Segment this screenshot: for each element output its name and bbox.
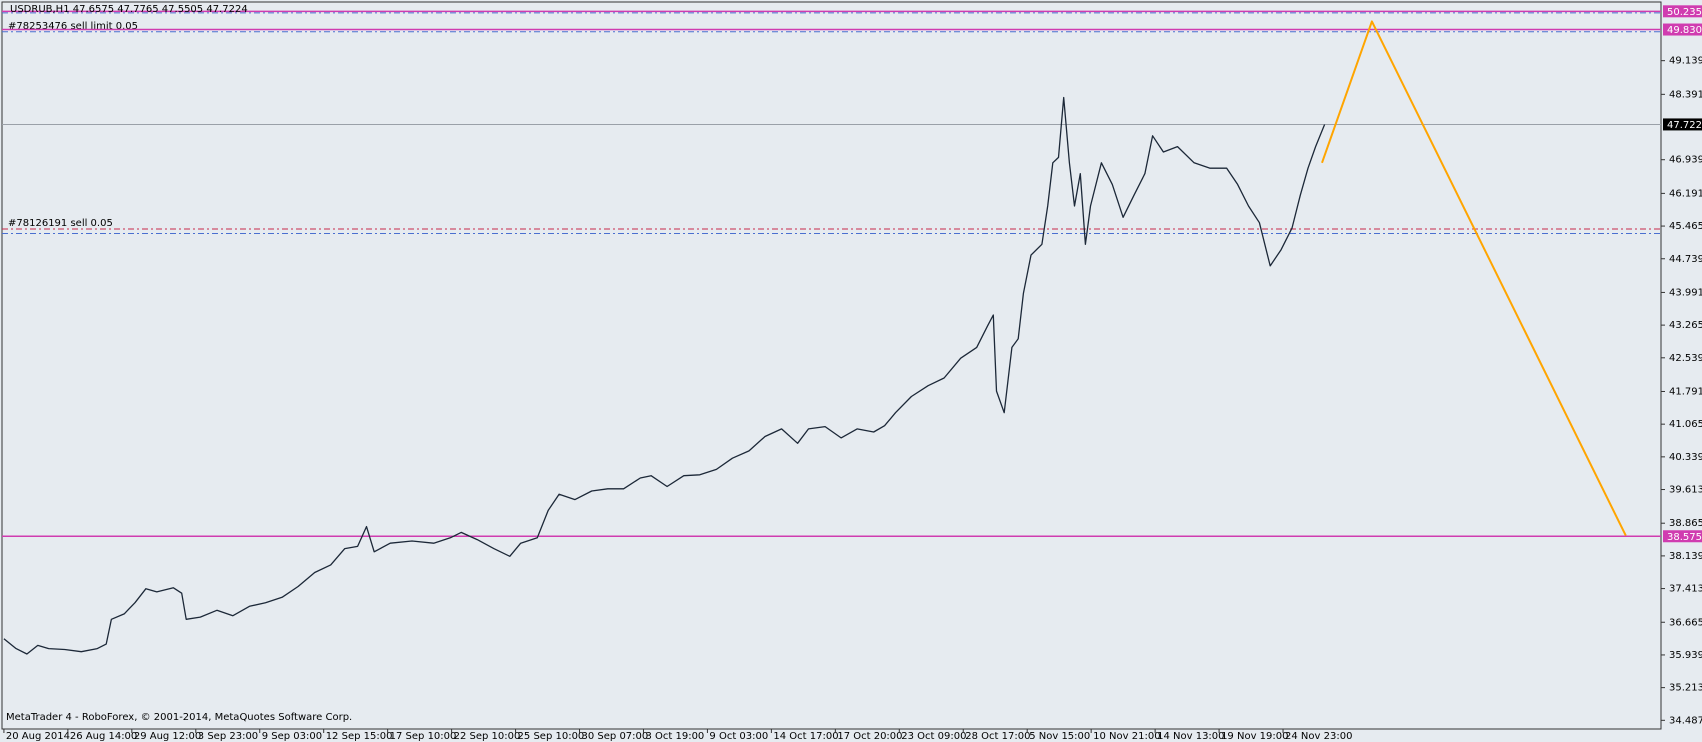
y-tick-label: 45.4650	[1669, 221, 1702, 232]
y-tick-label: 46.1910	[1669, 188, 1702, 199]
x-tick-label: 30 Sep 07:00	[582, 731, 649, 742]
level-label-box	[1663, 23, 1702, 36]
x-tick-label: 25 Sep 10:00	[518, 731, 585, 742]
x-tick-label: 17 Oct 20:00	[837, 731, 902, 742]
order-label: #78253476 sell limit 0.05	[8, 21, 138, 32]
y-tick-label: 35.2130	[1669, 683, 1702, 694]
level-label: 49.8306	[1667, 25, 1702, 36]
y-tick-label: 42.5390	[1669, 353, 1702, 364]
y-tick-label: 37.4130	[1669, 584, 1702, 595]
y-tick-label: 43.9910	[1669, 287, 1702, 298]
y-tick-label: 35.9390	[1669, 650, 1702, 661]
x-tick-label: 29 Aug 12:00	[134, 731, 201, 742]
y-tick-label: 38.1390	[1669, 551, 1702, 562]
y-tick-label: 46.9390	[1669, 155, 1702, 166]
y-tick-label: 34.4870	[1669, 715, 1702, 726]
plot-area	[1, 1, 1662, 730]
level-label-box	[1663, 118, 1702, 131]
y-tick-label: 44.7390	[1669, 254, 1702, 265]
x-tick-label: 23 Oct 09:00	[901, 731, 966, 742]
y-tick-label: 41.0650	[1669, 419, 1702, 430]
y-tick-label: 38.8650	[1669, 518, 1702, 529]
y-tick-label: 43.2650	[1669, 320, 1702, 331]
order-label: #78126191 sell 0.05	[8, 218, 113, 229]
x-tick-label: 28 Oct 17:00	[965, 731, 1030, 742]
price-line	[3, 96, 1326, 655]
y-tick-label: 39.6130	[1669, 485, 1702, 496]
x-tick-label: 19 Nov 19:00	[1221, 731, 1288, 742]
chart-layer: 49.1390 48.3910 46.9390 46.1910 45.4650 44.73…	[2, 5, 1702, 742]
x-tick-label: 3 Sep 23:00	[198, 731, 258, 742]
x-tick-label: 5 Nov 15:00	[1029, 731, 1090, 742]
level-label: 50.2351	[1667, 7, 1702, 18]
x-tick-label: 10 Nov 21:00	[1093, 731, 1160, 742]
y-tick-label: 36.6650	[1669, 617, 1702, 628]
x-tick-label: 3 Oct 19:00	[645, 731, 704, 742]
y-tick-label: 41.7910	[1669, 386, 1702, 397]
x-tick-label: 24 Nov 23:00	[1285, 731, 1352, 742]
level-label-box	[1663, 5, 1702, 18]
x-tick-label: 12 Sep 15:00	[326, 731, 393, 742]
x-tick-label: 20 Aug 2014	[6, 731, 70, 742]
x-tick-label: 9 Sep 03:00	[262, 731, 322, 742]
x-tick-label: 22 Sep 10:00	[454, 731, 521, 742]
level-label: 38.5751	[1667, 532, 1702, 543]
x-tick-label: 9 Oct 03:00	[709, 731, 768, 742]
x-tick-label: 26 Aug 14:00	[70, 731, 137, 742]
level-label-box	[1663, 530, 1702, 543]
projection-line	[1321, 20, 1627, 537]
x-tick-label: 14 Oct 17:00	[773, 731, 838, 742]
chart-header: USDRUB,H1 47.6575 47.7765 47.5505 47.722…	[10, 4, 248, 15]
level-label: 47.7224	[1667, 120, 1702, 131]
x-tick-label: 14 Nov 13:00	[1157, 731, 1224, 742]
y-tick-label: 40.3390	[1669, 452, 1702, 463]
y-tick-label: 48.3910	[1669, 89, 1702, 100]
x-tick-label: 17 Sep 10:00	[390, 731, 457, 742]
y-tick-label: 49.1390	[1669, 56, 1702, 67]
chart-footer: MetaTrader 4 - RoboForex, © 2001-2014, M…	[6, 712, 352, 723]
